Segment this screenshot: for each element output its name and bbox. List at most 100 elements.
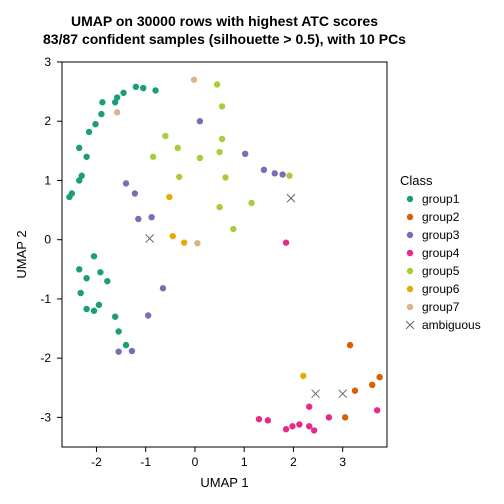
point [191,77,197,83]
x-tick-label: 0 [192,455,199,469]
point [242,151,248,157]
point [197,155,203,161]
legend-swatch-icon [407,286,413,292]
point [150,154,156,160]
point [216,204,222,210]
point [145,312,151,318]
point [76,266,82,272]
x-tick-label: 2 [290,455,297,469]
point [347,342,353,348]
y-tick-label: 2 [44,114,51,128]
legend-swatch-icon [407,232,413,238]
point [123,180,129,186]
point [214,81,220,87]
legend-swatch-icon [407,250,413,256]
point [175,145,181,151]
chart-title-line-1: UMAP on 30000 rows with highest ATC scor… [71,13,378,29]
point [162,133,168,139]
legend-swatch-icon [407,214,413,220]
x-tick-label: 3 [339,455,346,469]
point [283,239,289,245]
y-axis-label: UMAP 2 [14,230,29,278]
point [176,174,182,180]
point [352,388,358,394]
point [135,216,141,222]
point [160,285,166,291]
point [83,154,89,160]
y-tick-label: 1 [44,173,51,187]
point [120,90,126,96]
point [306,423,312,429]
point [296,421,302,427]
point [279,171,285,177]
point [123,342,129,348]
point [83,306,89,312]
legend-label: group5 [422,264,460,278]
point [148,214,154,220]
point [69,190,75,196]
y-tick-label: -3 [40,410,51,424]
point [115,328,121,334]
legend-label: group1 [422,192,460,206]
point [140,85,146,91]
point [114,109,120,115]
point [265,417,271,423]
point [104,278,110,284]
point [170,233,176,239]
point [311,427,317,433]
legend-label: group4 [422,246,460,260]
legend-label: group3 [422,228,460,242]
point [306,404,312,410]
point [129,348,135,354]
point [76,145,82,151]
umap-scatter-chart: UMAP on 30000 rows with highest ATC scor… [0,0,504,504]
x-axis-label: UMAP 1 [200,475,248,490]
point [97,269,103,275]
point [91,308,97,314]
x-tick-label: 1 [241,455,248,469]
point [78,173,84,179]
point [194,240,200,246]
point [248,200,254,206]
chart-title-line-2: 83/87 confident samples (silhouette > 0.… [43,31,406,47]
point [374,407,380,413]
point [115,348,121,354]
legend-title: Class [400,173,433,188]
point [112,313,118,319]
legend-label: group2 [422,210,460,224]
point [133,84,139,90]
point [83,275,89,281]
point [114,94,120,100]
point [376,374,382,380]
point [289,423,295,429]
x-tick-label: -1 [140,455,151,469]
point [272,170,278,176]
point [326,414,332,420]
point [230,226,236,232]
point [219,103,225,109]
y-tick-label: -2 [40,351,51,365]
point [152,87,158,93]
point [286,173,292,179]
y-tick-label: 3 [44,55,51,69]
x-tick-label: -2 [91,455,102,469]
point [132,190,138,196]
point [369,382,375,388]
legend-label: group6 [422,282,460,296]
point [219,136,225,142]
legend-label: ambiguous [422,318,481,332]
point [261,167,267,173]
point [216,149,222,155]
point [342,414,348,420]
point [92,121,98,127]
point [98,111,104,117]
point [256,416,262,422]
point [300,373,306,379]
point [86,129,92,135]
y-tick-label: 0 [44,233,51,247]
legend-label: group7 [422,300,460,314]
point [283,426,289,432]
legend-swatch-icon [407,304,413,310]
legend-swatch-icon [407,268,413,274]
point [96,302,102,308]
